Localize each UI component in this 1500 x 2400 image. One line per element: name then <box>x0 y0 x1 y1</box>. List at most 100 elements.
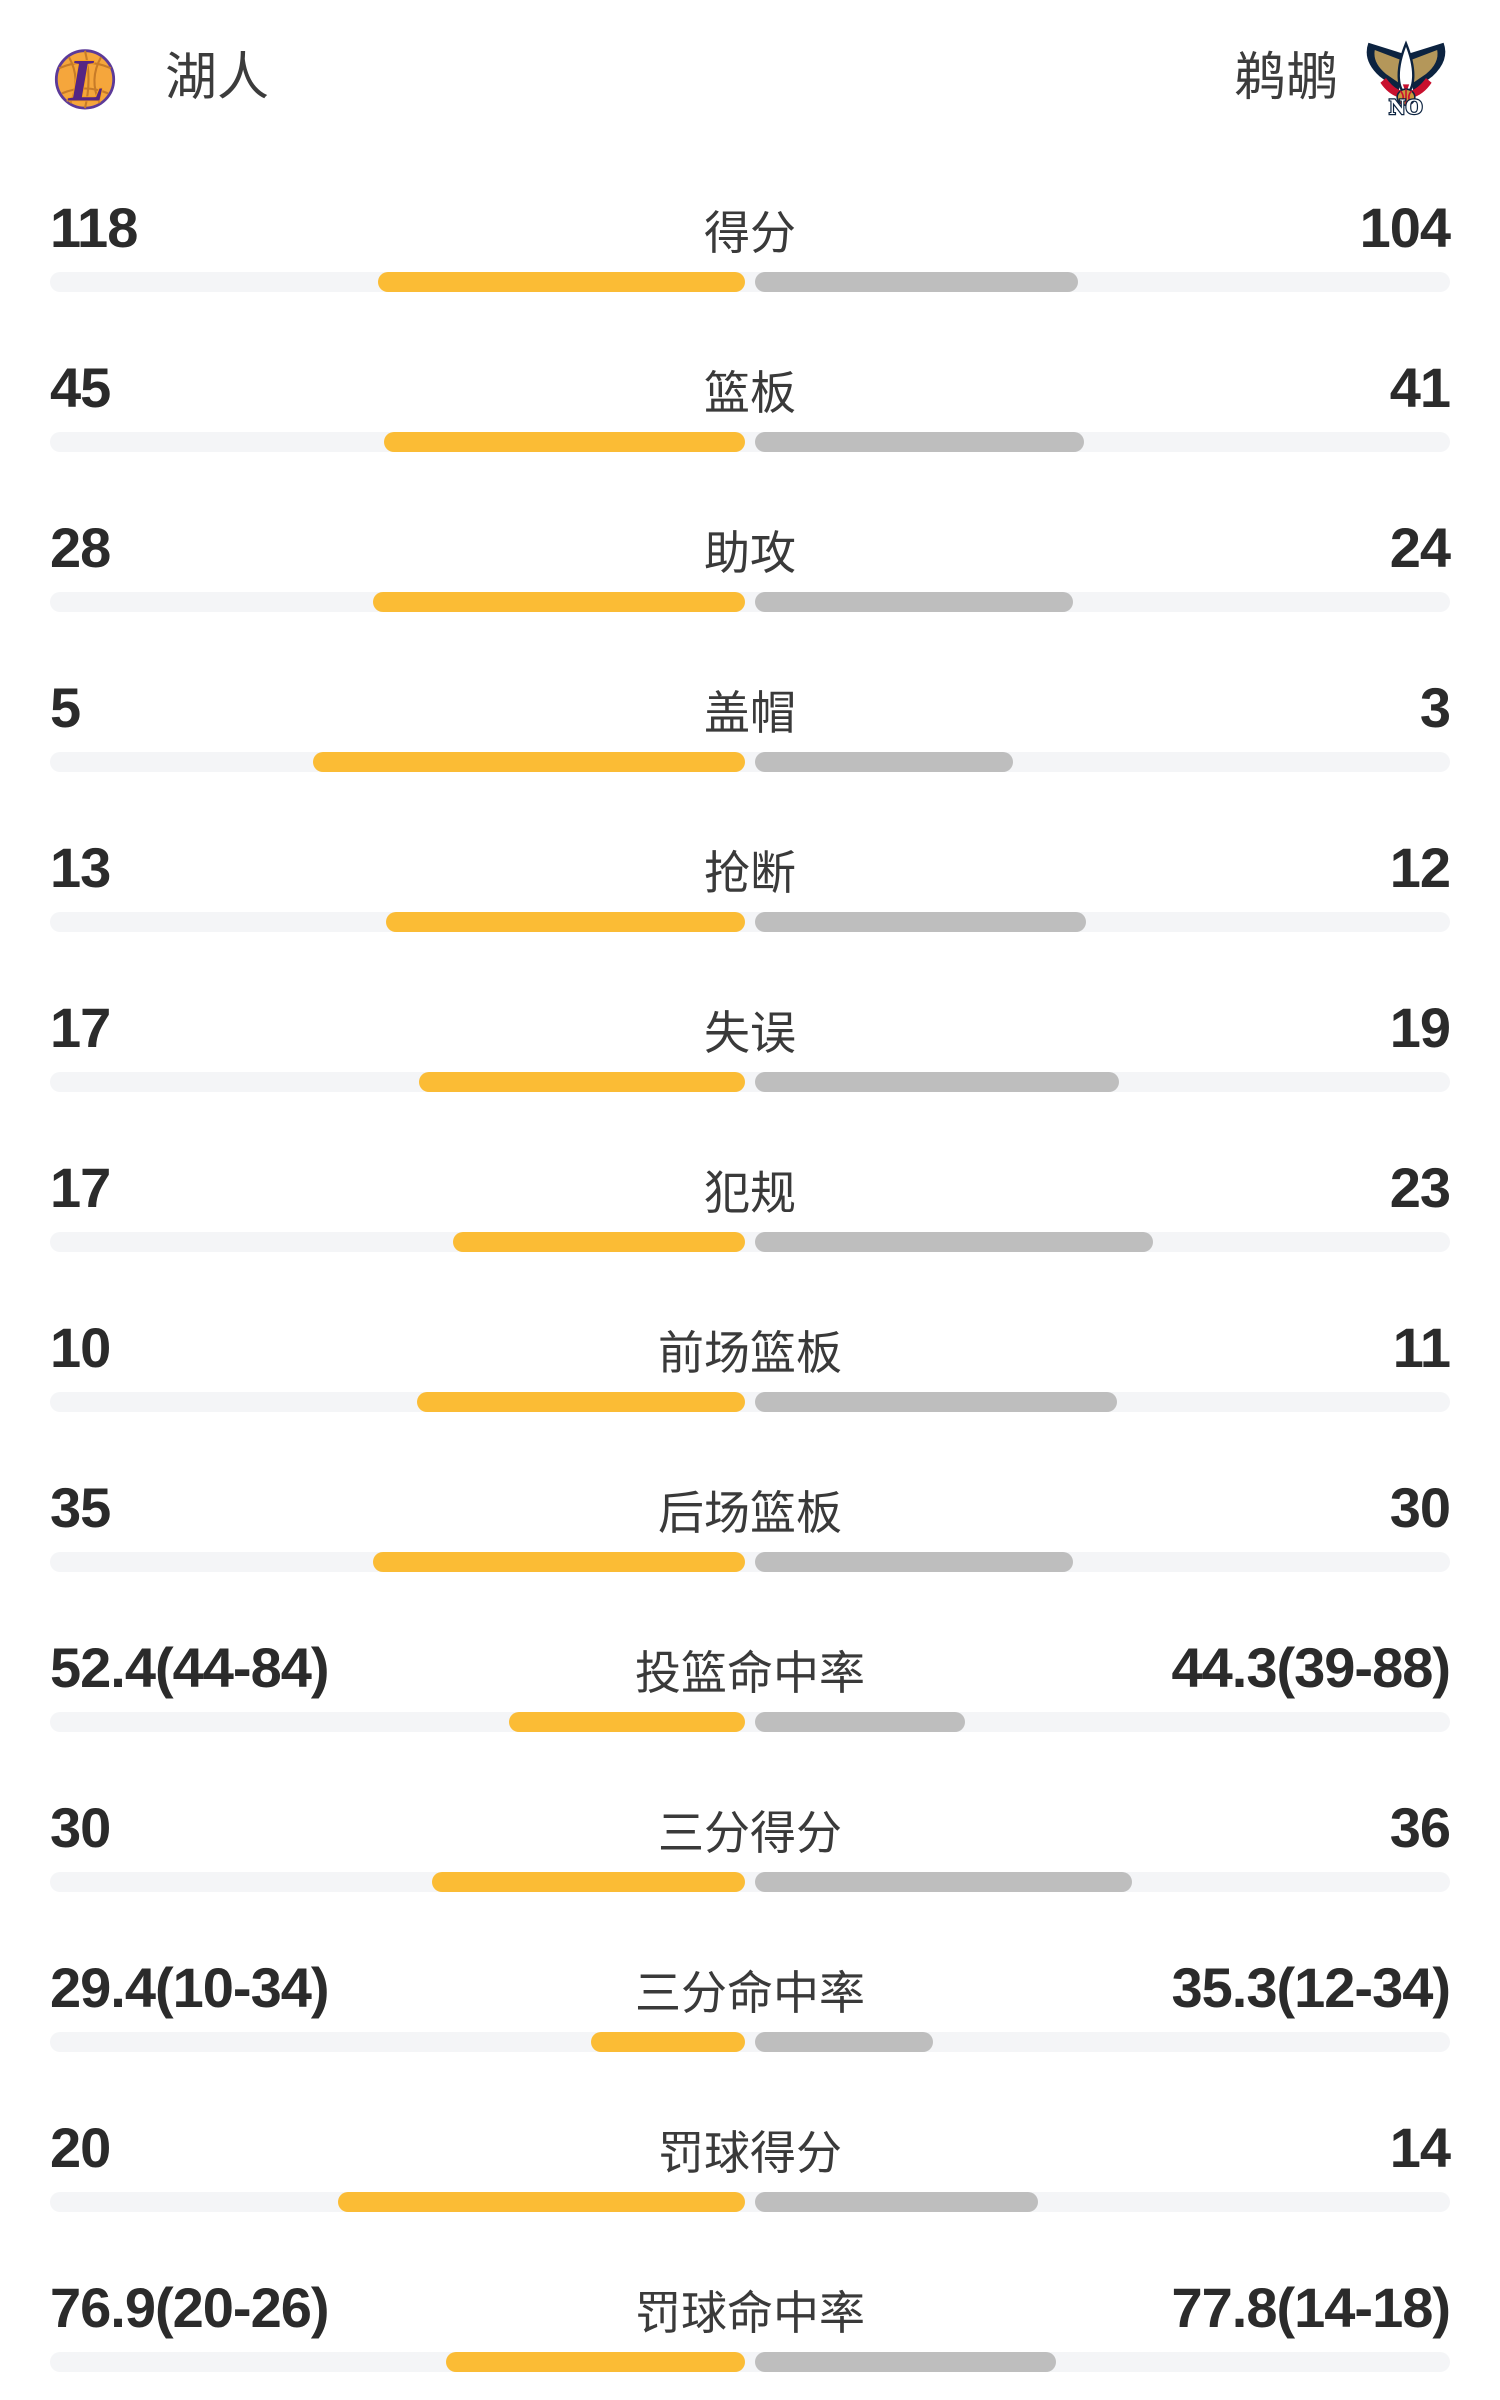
home-team-name[interactable]: 湖人 <box>165 49 270 107</box>
away-bar <box>755 1392 1117 1412</box>
stat-bar-track <box>50 2192 1450 2212</box>
away-bar <box>755 1232 1153 1252</box>
stat-row-defensive-rebounds: 35 后场篮板 30 <box>0 1470 1500 1630</box>
stat-bar-track <box>50 752 1450 772</box>
away-bar <box>755 2032 933 2052</box>
stat-label: 抢断 <box>704 847 796 899</box>
away-value: 41 <box>1389 356 1451 419</box>
stat-bar-track <box>50 1552 1450 1572</box>
stat-row-3pt-points: 30 三分得分 36 <box>0 1790 1500 1950</box>
stat-row-offensive-rebounds: 10 前场篮板 11 <box>0 1310 1500 1470</box>
away-bar <box>755 1872 1132 1892</box>
stat-row-3pt-pct: 29.4(10-34) 三分命中率 35.3(12-34) <box>0 1950 1500 2110</box>
home-value: 20 <box>50 2116 111 2179</box>
svg-text:NO: NO <box>1389 94 1423 117</box>
lakers-logo[interactable]: L <box>50 43 120 113</box>
stat-label: 后场篮板 <box>658 1487 842 1539</box>
stat-label: 助攻 <box>704 527 796 579</box>
stat-bar-track <box>50 592 1450 612</box>
stat-row-steals: 13 抢断 12 <box>0 830 1500 990</box>
stat-bar-track <box>50 1872 1450 1892</box>
away-bar <box>755 592 1074 612</box>
home-value: 45 <box>50 356 111 419</box>
home-team[interactable]: L 湖人 <box>50 42 269 114</box>
away-team-name[interactable]: 鹈鹕 <box>1233 49 1338 107</box>
away-value: 12 <box>1389 836 1451 899</box>
stat-label: 失误 <box>704 1007 796 1059</box>
away-value: 23 <box>1389 1156 1451 1219</box>
away-bar <box>755 272 1079 292</box>
stat-bar-track <box>50 2352 1450 2372</box>
stat-label: 三分得分 <box>658 1807 842 1859</box>
away-value: 3 <box>1419 676 1451 739</box>
away-value: 24 <box>1389 516 1451 579</box>
home-value: 30 <box>50 1796 111 1859</box>
stat-row-assists: 28 助攻 24 <box>0 510 1500 670</box>
away-bar <box>755 912 1086 932</box>
away-bar <box>755 752 1013 772</box>
away-value: 19 <box>1389 996 1451 1059</box>
away-value: 14 <box>1389 2116 1451 2179</box>
home-value: 35 <box>50 1476 111 1539</box>
home-bar <box>373 592 745 612</box>
stat-bar-track <box>50 1392 1450 1412</box>
stat-label: 投篮命中率 <box>635 1647 865 1699</box>
stat-label: 三分命中率 <box>635 1967 865 2019</box>
away-bar <box>755 432 1084 452</box>
pelicans-logo[interactable]: NO <box>1362 39 1450 117</box>
home-value: 5 <box>50 676 81 739</box>
stat-row-fg-pct: 52.4(44-84) 投篮命中率 44.3(39-88) <box>0 1630 1500 1790</box>
home-value: 52.4(44-84) <box>50 1636 330 1699</box>
home-value: 17 <box>50 996 111 1059</box>
stat-label: 罚球命中率 <box>635 2287 865 2339</box>
match-stats-header: L 湖人 鹈鹕 NO <box>0 0 1500 190</box>
away-value: 36 <box>1389 1796 1451 1859</box>
stat-label: 得分 <box>704 207 796 259</box>
stat-label: 篮板 <box>704 367 796 419</box>
svg-text:L: L <box>67 47 105 113</box>
stat-bar-track <box>50 1072 1450 1092</box>
away-value: 77.8(14-18) <box>1171 2276 1451 2339</box>
stat-bar-track <box>50 432 1450 452</box>
home-bar <box>509 1712 745 1732</box>
stat-row-points: 118 得分 104 <box>0 190 1500 350</box>
home-value: 10 <box>50 1316 111 1379</box>
home-value: 29.4(10-34) <box>50 1956 330 2019</box>
home-bar <box>338 2192 745 2212</box>
home-bar <box>590 2032 745 2052</box>
stat-label: 犯规 <box>704 1167 796 1219</box>
stat-bar-track <box>50 1232 1450 1252</box>
stat-label: 罚球得分 <box>658 2127 842 2179</box>
away-bar <box>755 2192 1039 2212</box>
home-value: 76.9(20-26) <box>50 2276 330 2339</box>
home-bar <box>386 912 745 932</box>
stat-label: 盖帽 <box>704 687 796 739</box>
stat-row-turnovers: 17 失误 19 <box>0 990 1500 1150</box>
away-value: 11 <box>1392 1316 1451 1379</box>
home-value: 17 <box>50 1156 111 1219</box>
home-bar <box>312 752 745 772</box>
stat-row-ft-points: 20 罚球得分 14 <box>0 2110 1500 2270</box>
stat-bar-track <box>50 2032 1450 2052</box>
home-value: 118 <box>50 196 138 259</box>
home-bar <box>383 432 745 452</box>
stat-bar-track <box>50 272 1450 292</box>
away-value: 44.3(39-88) <box>1171 1636 1451 1699</box>
away-bar <box>755 2352 1057 2372</box>
home-bar <box>416 1392 745 1412</box>
stat-row-fouls: 17 犯规 23 <box>0 1150 1500 1310</box>
stat-row-ft-pct: 76.9(20-26) 罚球命中率 77.8(14-18) <box>0 2270 1500 2400</box>
home-bar <box>452 1232 745 1252</box>
home-bar <box>373 1552 745 1572</box>
away-value: 30 <box>1389 1476 1451 1539</box>
stat-bar-track <box>50 912 1450 932</box>
stat-row-blocks: 5 盖帽 3 <box>0 670 1500 830</box>
home-bar <box>431 1872 745 1892</box>
home-bar <box>445 2352 745 2372</box>
home-bar <box>378 272 745 292</box>
stats-comparison-list: 118 得分 104 45 篮板 41 28 助攻 24 5 盖帽 3 <box>0 190 1500 2400</box>
stat-row-rebounds: 45 篮板 41 <box>0 350 1500 510</box>
away-team[interactable]: 鹈鹕 NO <box>1233 39 1450 117</box>
stat-bar-track <box>50 1712 1450 1732</box>
home-bar <box>419 1072 745 1092</box>
